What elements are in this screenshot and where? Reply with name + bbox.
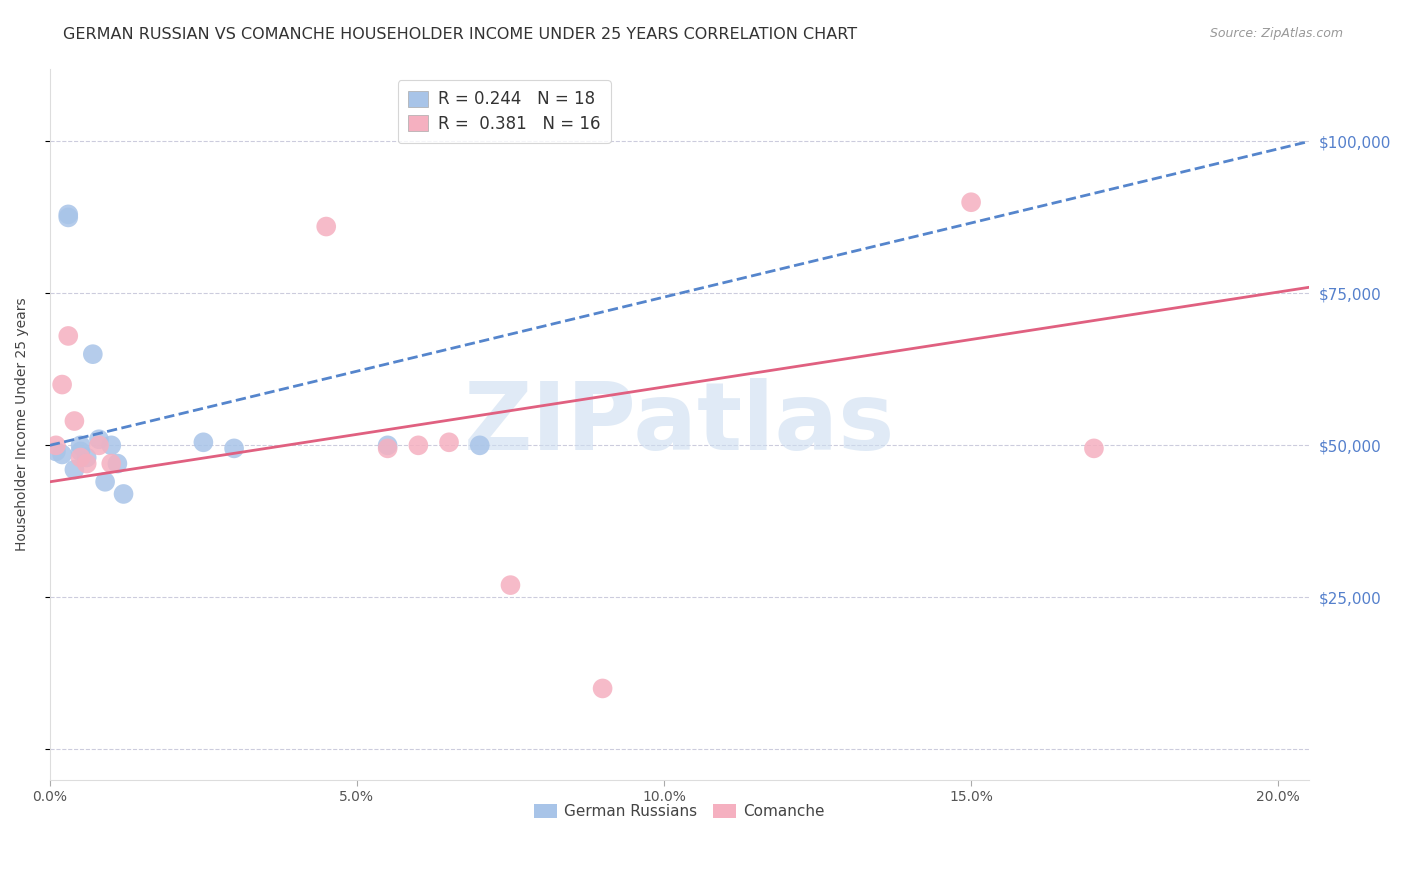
Point bbox=[592, 681, 614, 696]
Point bbox=[315, 219, 337, 234]
Point bbox=[58, 211, 80, 225]
Legend: German Russians, Comanche: German Russians, Comanche bbox=[527, 797, 831, 825]
Point bbox=[408, 438, 430, 452]
Point bbox=[69, 450, 91, 465]
Point bbox=[82, 347, 104, 361]
Point bbox=[58, 329, 80, 343]
Point bbox=[105, 457, 128, 471]
Point bbox=[76, 450, 98, 465]
Point bbox=[193, 435, 215, 450]
Point bbox=[87, 438, 110, 452]
Point bbox=[437, 435, 460, 450]
Text: GERMAN RUSSIAN VS COMANCHE HOUSEHOLDER INCOME UNDER 25 YEARS CORRELATION CHART: GERMAN RUSSIAN VS COMANCHE HOUSEHOLDER I… bbox=[63, 27, 858, 42]
Point bbox=[76, 457, 98, 471]
Point bbox=[63, 414, 86, 428]
Point bbox=[377, 442, 399, 456]
Point bbox=[112, 487, 135, 501]
Text: ZIPatlas: ZIPatlas bbox=[464, 378, 896, 470]
Point bbox=[94, 475, 117, 489]
Point bbox=[58, 207, 80, 221]
Point bbox=[222, 442, 245, 456]
Point bbox=[100, 438, 122, 452]
Point bbox=[51, 447, 73, 461]
Point bbox=[468, 438, 491, 452]
Point bbox=[45, 444, 67, 458]
Y-axis label: Householder Income Under 25 years: Householder Income Under 25 years bbox=[15, 297, 30, 551]
Point bbox=[45, 438, 67, 452]
Point bbox=[100, 457, 122, 471]
Point bbox=[51, 377, 73, 392]
Point bbox=[69, 444, 91, 458]
Point bbox=[69, 438, 91, 452]
Point bbox=[499, 578, 522, 592]
Point bbox=[87, 432, 110, 446]
Point bbox=[960, 195, 983, 210]
Point bbox=[1083, 442, 1105, 456]
Point bbox=[377, 438, 399, 452]
Text: Source: ZipAtlas.com: Source: ZipAtlas.com bbox=[1209, 27, 1343, 40]
Point bbox=[63, 463, 86, 477]
